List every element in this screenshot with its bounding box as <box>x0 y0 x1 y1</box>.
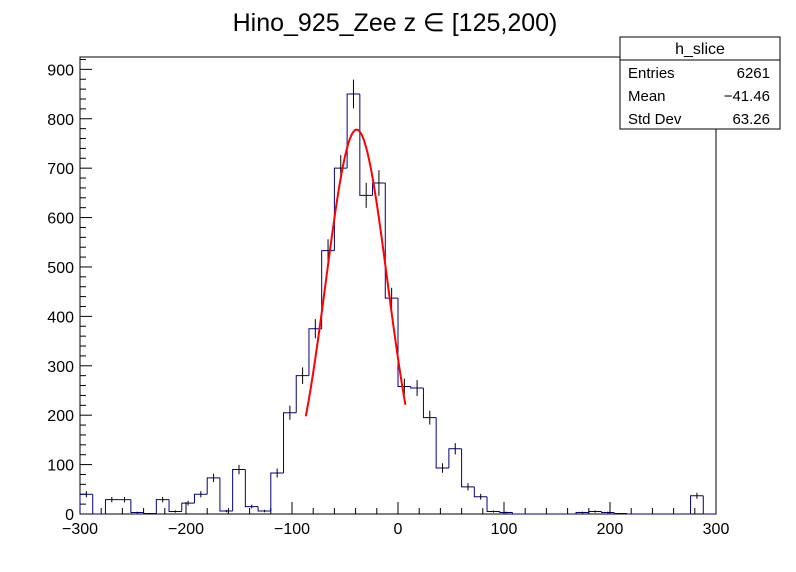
histogram-bar <box>244 469 259 508</box>
y-tick-label: 700 <box>47 161 74 178</box>
fit-line <box>304 128 407 417</box>
histogram-bar <box>422 388 437 419</box>
histogram-bar <box>295 375 309 413</box>
x-tick-label: −300 <box>62 521 98 538</box>
stats-mean-label: Mean <box>628 88 666 105</box>
x-tick-label: 0 <box>394 521 403 538</box>
histogram-bar <box>79 493 93 514</box>
stats-box-name: h_slice <box>675 41 725 58</box>
histogram-bar <box>193 493 208 504</box>
histogram-bar <box>130 499 144 514</box>
histogram-bar <box>104 499 119 514</box>
histogram-bar <box>499 511 513 514</box>
histogram-bar <box>461 448 475 488</box>
y-tick-label: 500 <box>47 260 74 277</box>
histogram-bar <box>181 502 195 512</box>
histogram-bar <box>206 477 220 495</box>
histogram-bar <box>690 495 704 514</box>
y-tick-label: 0 <box>65 507 74 524</box>
histogram-bar <box>384 182 398 299</box>
x-tick-label: −100 <box>274 521 310 538</box>
x-tick-label: −200 <box>168 521 204 538</box>
y-tick-label: 400 <box>47 309 74 326</box>
histogram-bar <box>435 417 449 469</box>
histogram-bar <box>155 499 170 514</box>
stats-box-frame <box>619 36 781 130</box>
x-tick-label: 100 <box>491 521 518 538</box>
y-tick-label: 800 <box>47 112 74 129</box>
histogram-bar <box>613 512 627 515</box>
histogram-bar <box>486 496 500 513</box>
histogram-bar <box>92 494 106 515</box>
stats-box: h_slice Entries 6261 Mean −41.46 Std Dev… <box>619 36 781 130</box>
y-tick-label: 300 <box>47 359 74 376</box>
histogram-bar <box>511 512 526 515</box>
histogram-bar <box>397 298 411 388</box>
histogram-bar <box>702 495 716 515</box>
histogram-bar <box>270 472 284 512</box>
stats-entries-label: Entries <box>628 65 675 82</box>
histogram-bar <box>359 94 373 196</box>
gaussian-fit <box>304 128 407 417</box>
histogram-bar <box>168 499 182 513</box>
error-bars <box>85 79 698 514</box>
stats-stddev-value: 63.26 <box>732 111 770 128</box>
histogram-series <box>79 93 716 515</box>
histogram-bar <box>575 512 589 514</box>
y-axis: 0 100 200 300 400 500 600 700 800 900 <box>47 58 92 524</box>
histogram-bar <box>219 477 233 512</box>
stats-entries-value: 6261 <box>737 65 770 82</box>
histogram-bar <box>283 412 297 473</box>
chart-title: Hino_925_Zee z ∈ [125,200) <box>233 9 558 37</box>
histogram-bar <box>448 448 462 469</box>
stats-stddev-label: Std Dev <box>628 111 682 128</box>
stats-mean-value: −41.46 <box>724 88 770 105</box>
histogram-bar <box>473 486 488 498</box>
y-tick-label: 900 <box>47 62 74 79</box>
y-tick-label: 600 <box>47 211 74 228</box>
histogram-bar <box>232 469 246 512</box>
y-tick-label: 200 <box>47 408 74 425</box>
histogram-bar <box>308 328 322 376</box>
histogram-bar <box>257 506 271 512</box>
histogram-bar <box>346 93 360 169</box>
histogram-bar <box>143 512 157 515</box>
y-tick-label: 100 <box>47 458 74 475</box>
x-axis: −300 −200 −100 0 100 200 300 <box>62 502 729 538</box>
histogram-bar <box>588 511 602 513</box>
x-tick-label: 300 <box>703 521 730 538</box>
histogram-bar <box>410 386 424 389</box>
x-tick-label: 200 <box>597 521 624 538</box>
histogram-bar <box>601 511 615 514</box>
